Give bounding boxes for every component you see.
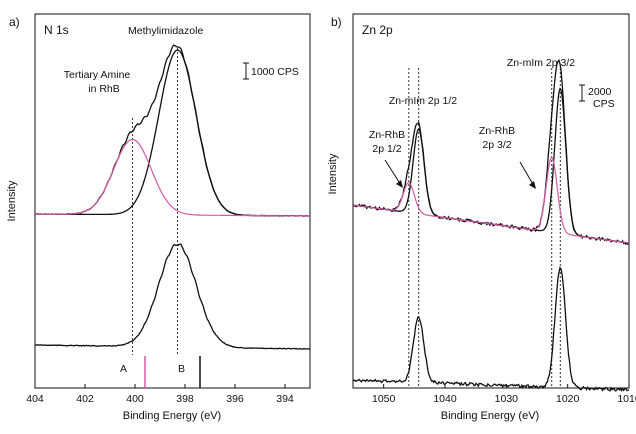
arrow-znrhb-1-2-head <box>396 180 403 188</box>
panel-b-scale-bar: 2000 CPS <box>579 84 615 110</box>
panel-a-title: N 1s <box>44 23 69 37</box>
spectrum-line-top <box>35 138 310 217</box>
panel-a-x-ticks: 404 402 400 398 396 394 <box>26 384 294 405</box>
x-tick-label: 398 <box>176 393 194 405</box>
panel-b: b) Zn 2p Intensity Binding Energy (eV) 1… <box>327 13 636 422</box>
x-tick-label: 400 <box>126 393 144 405</box>
panel-a-label: a) <box>9 15 20 29</box>
panel-a-annotation-tertiary-amine-line2: in RhB <box>88 83 120 95</box>
panel-b-x-ticks: 1050 1040 1030 1020 1010 <box>372 384 636 405</box>
panel-b-ylabel: Intensity <box>327 153 339 194</box>
panel-a-ylabel: Intensity <box>6 180 18 221</box>
x-tick-label: 404 <box>26 393 44 405</box>
panel-a-frame <box>34 13 311 389</box>
panel-a-scale-bar: 1000 CPS <box>243 62 299 80</box>
arrow-znrhb-3-2-head <box>529 181 536 189</box>
panel-b-spectra <box>352 58 630 393</box>
panel-a-scale-bar-label: 1000 CPS <box>251 66 299 78</box>
panel-a-xlabel: Binding Energy (eV) <box>123 410 221 422</box>
spectrum-line-top <box>352 156 630 244</box>
x-tick-label: 1050 <box>372 393 396 405</box>
marker-a-label: A <box>120 363 127 375</box>
arrow-znrhb-3-2-shaft <box>519 161 535 187</box>
spectrum-line-bottom <box>352 266 630 393</box>
panel-a: a) N 1s Intensity Binding Energy (eV) 40… <box>6 13 311 422</box>
panel-b-scale-bar-unit: CPS <box>593 98 615 110</box>
panel-b-label: b) <box>331 15 342 29</box>
x-tick-label: 402 <box>76 393 94 405</box>
panel-a-spectra <box>35 44 311 350</box>
panel-b-scale-bar-value: 2000 <box>588 86 612 98</box>
panel-b-annotation-znrhb-1-2-line1: Zn-RhB <box>369 129 405 141</box>
spectrum-line-top <box>352 87 630 244</box>
x-tick-label: 396 <box>226 393 244 405</box>
panel-b-annotation-znrhb-3-2-line1: Zn-RhB <box>479 125 515 137</box>
panel-b-title: Zn 2p <box>362 23 393 37</box>
panel-b-annotation-znmim-3-2: Zn-mIm 2p 3/2 <box>507 57 575 69</box>
panel-b-frame <box>352 13 630 389</box>
x-tick-label: 394 <box>276 393 294 405</box>
panel-b-annotation-znmim-1-2: Zn-mIm 2p 1/2 <box>389 95 457 107</box>
panel-a-annotation-tertiary-amine-line1: Tertiary Amine <box>64 69 131 81</box>
marker-b-label: B <box>178 363 185 375</box>
arrow-znrhb-1-2-shaft <box>384 159 402 186</box>
panel-b-annotation-znrhb-1-2-line2: 2p 1/2 <box>372 143 401 155</box>
x-tick-label: 1030 <box>495 393 519 405</box>
spectrum-line-bottom <box>35 243 311 350</box>
x-tick-label: 1040 <box>433 393 457 405</box>
x-tick-label: 1010 <box>617 393 636 405</box>
panel-b-annotation-znrhb-3-2-line2: 2p 3/2 <box>482 139 511 151</box>
x-tick-label: 1020 <box>556 393 580 405</box>
panel-b-xlabel: Binding Energy (eV) <box>441 410 539 422</box>
panel-a-annotation-methylimidazole: Methylimidazole <box>128 25 203 37</box>
panel-b-arrows <box>384 159 536 189</box>
